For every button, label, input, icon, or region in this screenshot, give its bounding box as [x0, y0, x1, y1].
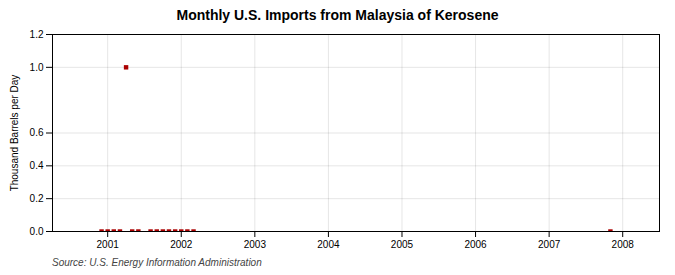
svg-text:0.4: 0.4 — [30, 160, 44, 171]
svg-text:1.2: 1.2 — [30, 29, 44, 40]
svg-text:0.0: 0.0 — [30, 226, 44, 237]
svg-text:2002: 2002 — [170, 239, 193, 250]
svg-text:2003: 2003 — [244, 239, 267, 250]
svg-text:2007: 2007 — [538, 239, 561, 250]
svg-text:2005: 2005 — [391, 239, 414, 250]
html-text:Monthly U.S. Imports from Mala: Monthly U.S. Imports from Malaysia of Ke… — [176, 7, 499, 23]
svg-text:2004: 2004 — [317, 239, 340, 250]
svg-text:2001: 2001 — [97, 239, 120, 250]
svg-text:2008: 2008 — [612, 239, 635, 250]
svg-text:0.2: 0.2 — [30, 193, 44, 204]
svg-text:2006: 2006 — [464, 239, 487, 250]
html-text:Source: U.S. Energy Informatio: Source: U.S. Energy Information Administ… — [52, 257, 262, 268]
svg-text:0.6: 0.6 — [30, 127, 44, 138]
svg-text:1.0: 1.0 — [30, 62, 44, 73]
svg-text:Thousand Barrels per Day: Thousand Barrels per Day — [9, 75, 20, 192]
